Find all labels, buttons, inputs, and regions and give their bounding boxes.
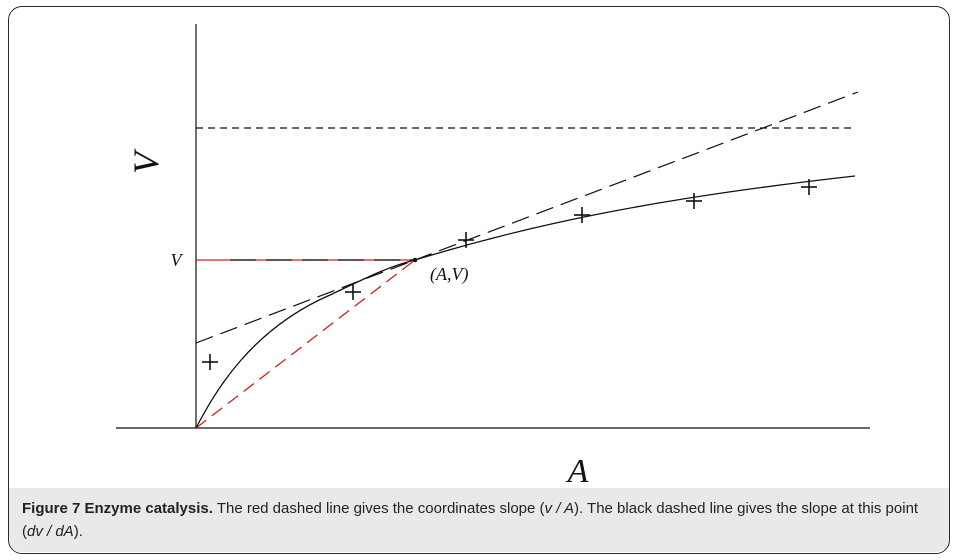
data-point xyxy=(458,232,474,248)
figure-caption: Figure 7 Enzyme catalysis. The red dashe… xyxy=(22,497,942,543)
data-point xyxy=(574,207,590,223)
saturation-curve xyxy=(195,175,856,429)
secant-red-dashed-line xyxy=(195,259,416,429)
caption-math-2: dv / dA xyxy=(27,523,74,540)
caption-label: Figure 7 Enzyme catalysis. xyxy=(22,500,213,517)
data-point xyxy=(345,284,361,300)
v-level-label: V xyxy=(171,250,184,270)
figure-frame xyxy=(8,6,950,554)
figure-plot: V A V (A,V) xyxy=(116,24,870,488)
x-axis-label: A xyxy=(566,453,589,488)
tangent-dashed-line xyxy=(195,91,859,344)
caption-math-1: v / A xyxy=(544,500,574,517)
caption-text-3: ). xyxy=(73,523,83,540)
data-point xyxy=(801,179,817,195)
point-label: (A,V) xyxy=(430,264,468,285)
data-points xyxy=(202,179,817,370)
caption-background xyxy=(9,488,949,552)
caption-text-1: The red dashed line gives the coordinate… xyxy=(212,500,545,517)
y-axis-label: V xyxy=(126,148,166,174)
point-a-v-marker xyxy=(412,257,418,263)
data-point xyxy=(202,354,218,370)
data-point xyxy=(686,193,702,209)
caption-text-2: ). The black dashed line gives the slope… xyxy=(22,500,919,540)
